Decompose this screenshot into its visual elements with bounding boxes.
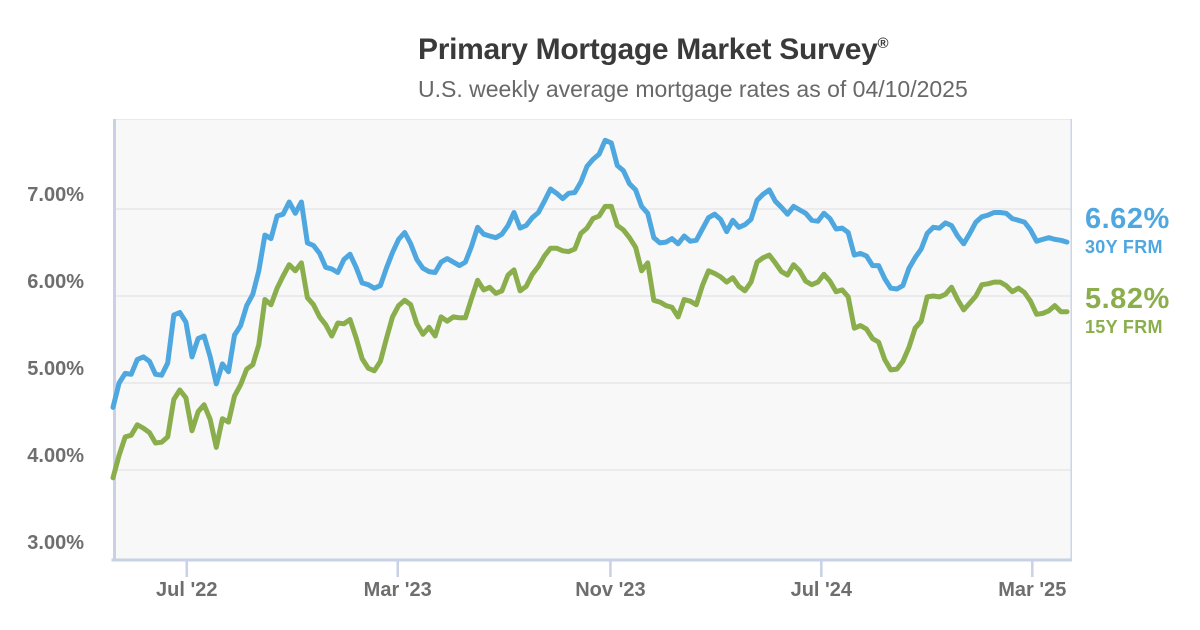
series-name-15y: 15Y FRM <box>1085 317 1163 337</box>
plot-area <box>113 119 1072 561</box>
chart-title-text: Primary Mortgage Market Survey <box>418 33 878 66</box>
current-rate-15y: 5.82% 15Y FRM <box>1085 283 1170 338</box>
y-axis-label: 6.00% <box>27 271 84 293</box>
chart-subtitle: U.S. weekly average mortgage rates as of… <box>418 76 968 102</box>
x-axis-label: Mar '25 <box>998 579 1067 601</box>
rate-value-30y: 6.62% <box>1085 203 1170 235</box>
registered-trademark: ® <box>877 35 889 52</box>
x-axis-ticks <box>185 561 1034 577</box>
rate-value-15y: 5.82% <box>1085 283 1170 315</box>
chart-header: Primary Mortgage Market Survey® U.S. wee… <box>418 27 968 103</box>
y-axis-label: 5.00% <box>27 358 84 380</box>
y-axis-label: 7.00% <box>27 184 84 206</box>
chart-title: Primary Mortgage Market Survey® <box>418 27 968 67</box>
y-axis-label: 3.00% <box>27 532 84 554</box>
line-30y-frm <box>110 137 1070 410</box>
x-axis-label: Jul '24 <box>790 579 853 601</box>
series-name-30y: 30Y FRM <box>1085 237 1163 257</box>
x-axis-label: Nov '23 <box>575 579 646 601</box>
y-axis-label: 4.00% <box>27 445 84 467</box>
x-axis-label: Mar '23 <box>363 579 432 601</box>
line-15y-frm <box>110 203 1070 481</box>
x-axis-label: Jul '22 <box>156 579 218 601</box>
current-rate-30y: 6.62% 30Y FRM <box>1085 203 1170 258</box>
